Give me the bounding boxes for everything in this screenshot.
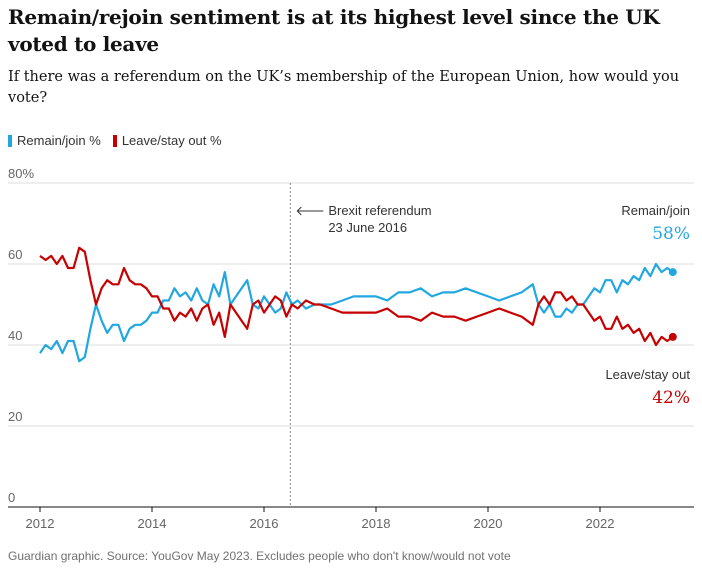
legend-label-leave: Leave/stay out % <box>121 133 222 148</box>
y-tick-label-60: 60 <box>8 247 22 262</box>
x-tick-label-2016: 2016 <box>250 516 279 531</box>
y-tick-label-80: 80% <box>8 166 34 181</box>
legend-swatch-remain <box>8 134 12 147</box>
legend-item-remain: Remain/join % <box>8 133 101 148</box>
y-tick-label-40: 40 <box>8 328 22 343</box>
legend: Remain/join % Leave/stay out % <box>8 133 234 148</box>
source-note: Guardian graphic. Source: YouGov May 202… <box>8 549 511 563</box>
y-tick-label-20: 20 <box>8 409 22 424</box>
annotation-date: 23 June 2016 <box>328 220 407 235</box>
end-label-leave: Leave/stay out <box>605 367 690 382</box>
end-point-leave <box>668 332 677 341</box>
end-value-leave: 42% <box>652 388 690 408</box>
annotation-label: Brexit referendum <box>328 203 431 218</box>
end-point-remain <box>668 268 677 277</box>
legend-swatch-leave <box>112 134 117 147</box>
end-label-remain: Remain/join <box>621 203 690 218</box>
end-value-remain: 58% <box>652 224 690 244</box>
chart-title: Remain/rejoin sentiment is at its highes… <box>8 5 660 56</box>
x-tick-label-2020: 2020 <box>474 516 503 531</box>
x-tick-label-2018: 2018 <box>362 516 391 531</box>
annotation-arrowhead <box>296 206 302 216</box>
y-tick-label-0: 0 <box>8 490 15 505</box>
legend-item-leave: Leave/stay out % <box>112 133 222 148</box>
x-tick-label-2022: 2022 <box>586 516 615 531</box>
x-tick-label-2014: 2014 <box>138 516 167 531</box>
series-line-leave <box>39 246 674 347</box>
chart-subtitle: If there was a referendum on the UK’s me… <box>8 69 680 106</box>
x-tick-label-2012: 2012 <box>26 516 55 531</box>
legend-label-remain: Remain/join % <box>17 133 101 148</box>
